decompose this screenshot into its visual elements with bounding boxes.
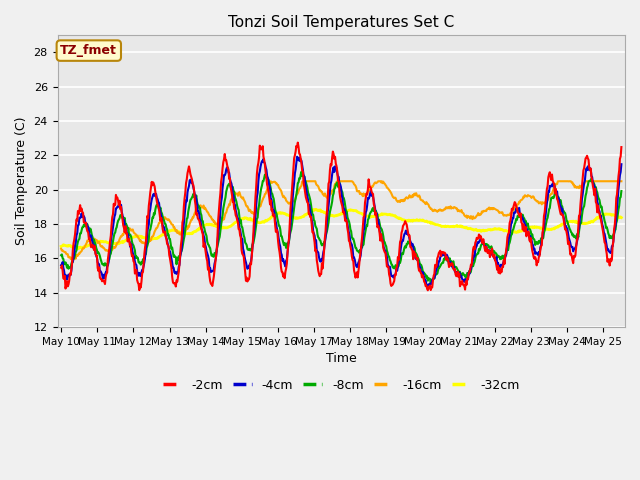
-2cm (294, 140, 301, 145)
-16cm (276, 187, 284, 192)
-16cm (68, 257, 76, 263)
-4cm (293, 154, 301, 159)
-8cm (427, 281, 435, 287)
-4cm (423, 284, 431, 289)
-32cm (58, 243, 65, 249)
-8cm (123, 223, 131, 229)
-4cm (275, 237, 283, 242)
X-axis label: Time: Time (326, 352, 356, 365)
-8cm (432, 272, 440, 277)
Line: -4cm: -4cm (61, 156, 621, 287)
-32cm (276, 210, 284, 216)
-2cm (254, 164, 262, 169)
-16cm (618, 179, 625, 184)
-2cm (400, 222, 408, 228)
-8cm (298, 169, 305, 175)
-4cm (58, 262, 65, 268)
-16cm (401, 198, 408, 204)
-16cm (227, 198, 234, 204)
-2cm (226, 176, 234, 181)
-32cm (74, 246, 82, 252)
-8cm (226, 181, 234, 187)
Line: -32cm: -32cm (61, 209, 621, 249)
-32cm (432, 222, 440, 228)
Title: Tonzi Soil Temperatures Set C: Tonzi Soil Temperatures Set C (228, 15, 454, 30)
-16cm (255, 206, 262, 212)
-32cm (312, 206, 320, 212)
-4cm (254, 190, 262, 196)
-2cm (275, 245, 283, 251)
Legend: -2cm, -4cm, -8cm, -16cm, -32cm: -2cm, -4cm, -8cm, -16cm, -32cm (157, 374, 525, 397)
-8cm (618, 188, 625, 194)
-32cm (124, 236, 131, 242)
-8cm (254, 215, 262, 220)
Line: -16cm: -16cm (61, 181, 621, 260)
-16cm (58, 246, 65, 252)
Line: -2cm: -2cm (61, 143, 621, 290)
-32cm (401, 217, 408, 223)
-4cm (618, 161, 625, 167)
-2cm (58, 265, 65, 271)
-2cm (123, 230, 131, 236)
-4cm (432, 268, 440, 274)
-4cm (226, 176, 234, 181)
Text: TZ_fmet: TZ_fmet (60, 44, 117, 57)
-32cm (227, 224, 234, 229)
-16cm (124, 228, 131, 234)
-4cm (123, 231, 131, 237)
-16cm (267, 179, 275, 184)
-2cm (618, 144, 625, 150)
-8cm (275, 223, 283, 228)
Y-axis label: Soil Temperature (C): Soil Temperature (C) (15, 117, 28, 245)
-2cm (424, 288, 431, 293)
-2cm (432, 264, 440, 270)
-32cm (255, 220, 262, 226)
Line: -8cm: -8cm (61, 172, 621, 284)
-32cm (618, 215, 625, 220)
-8cm (400, 248, 408, 253)
-4cm (400, 234, 408, 240)
-16cm (432, 207, 440, 213)
-8cm (58, 252, 65, 258)
